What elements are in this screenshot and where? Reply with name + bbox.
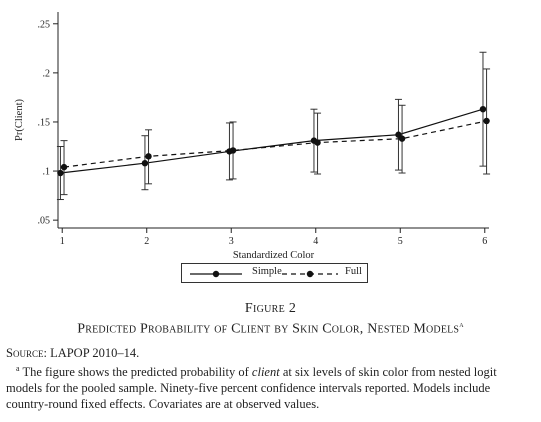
y-tick-label: .1 (43, 167, 51, 178)
full-point (229, 147, 237, 154)
x-tick-label: 5 (398, 236, 403, 247)
figure-title-marker: a (459, 320, 464, 329)
y-tick-label: .25 (38, 19, 51, 30)
x-tick-label: 3 (229, 236, 234, 247)
simple-point (141, 160, 149, 167)
simple-series-line (60, 108, 484, 174)
simple-point (479, 106, 487, 113)
legend-full-label: Full (345, 266, 362, 277)
legend-symbols (190, 270, 338, 278)
legend-simple-label: Simple (252, 266, 282, 277)
x-axis-title: Standardized Color (233, 250, 315, 261)
y-axis-title: Pr(Client) (14, 99, 25, 141)
chart: .05 .1 .15 .2 .25 1 2 3 4 5 6 Standardized Color Pr(… (14, 12, 491, 261)
y-tick-label: .15 (38, 117, 51, 128)
y-tick-label: .05 (38, 216, 51, 227)
note-marker: a (16, 364, 20, 373)
x-tick-label: 2 (144, 236, 149, 247)
x-tick-label: 4 (313, 236, 318, 247)
legend-full-marker (306, 270, 314, 278)
source-label: Source: (6, 346, 47, 360)
full-point (60, 163, 68, 171)
note-italic: client (251, 365, 280, 380)
note-text-1: The figure shows the predicted probabili… (19, 365, 252, 380)
full-series-line (63, 120, 487, 168)
figure-number: Figure 2 (244, 301, 297, 316)
figure-note: a The figure shows the predicted probabi… (6, 361, 531, 412)
legend-simple-marker (212, 270, 220, 278)
note-text-2: at six levels of skin color from nested … (6, 365, 497, 412)
y-tick-label: .2 (43, 68, 51, 79)
chart-legend: Simple Full (181, 263, 368, 283)
figure-source: Source: LAPOP 2010–14. (6, 346, 139, 361)
simple-point (57, 169, 64, 177)
x-tick-label: 1 (60, 236, 65, 247)
full-point (145, 153, 152, 160)
x-tick-label: 6 (482, 236, 487, 247)
full-point (398, 135, 406, 142)
figure-title: Predicted Probability of Client by Skin … (0, 320, 541, 338)
source-text: LAPOP 2010–14. (46, 346, 140, 360)
full-point (314, 139, 321, 146)
full-point (483, 117, 490, 125)
figure-title-text: Predicted Probability of Client by Skin … (77, 321, 460, 337)
